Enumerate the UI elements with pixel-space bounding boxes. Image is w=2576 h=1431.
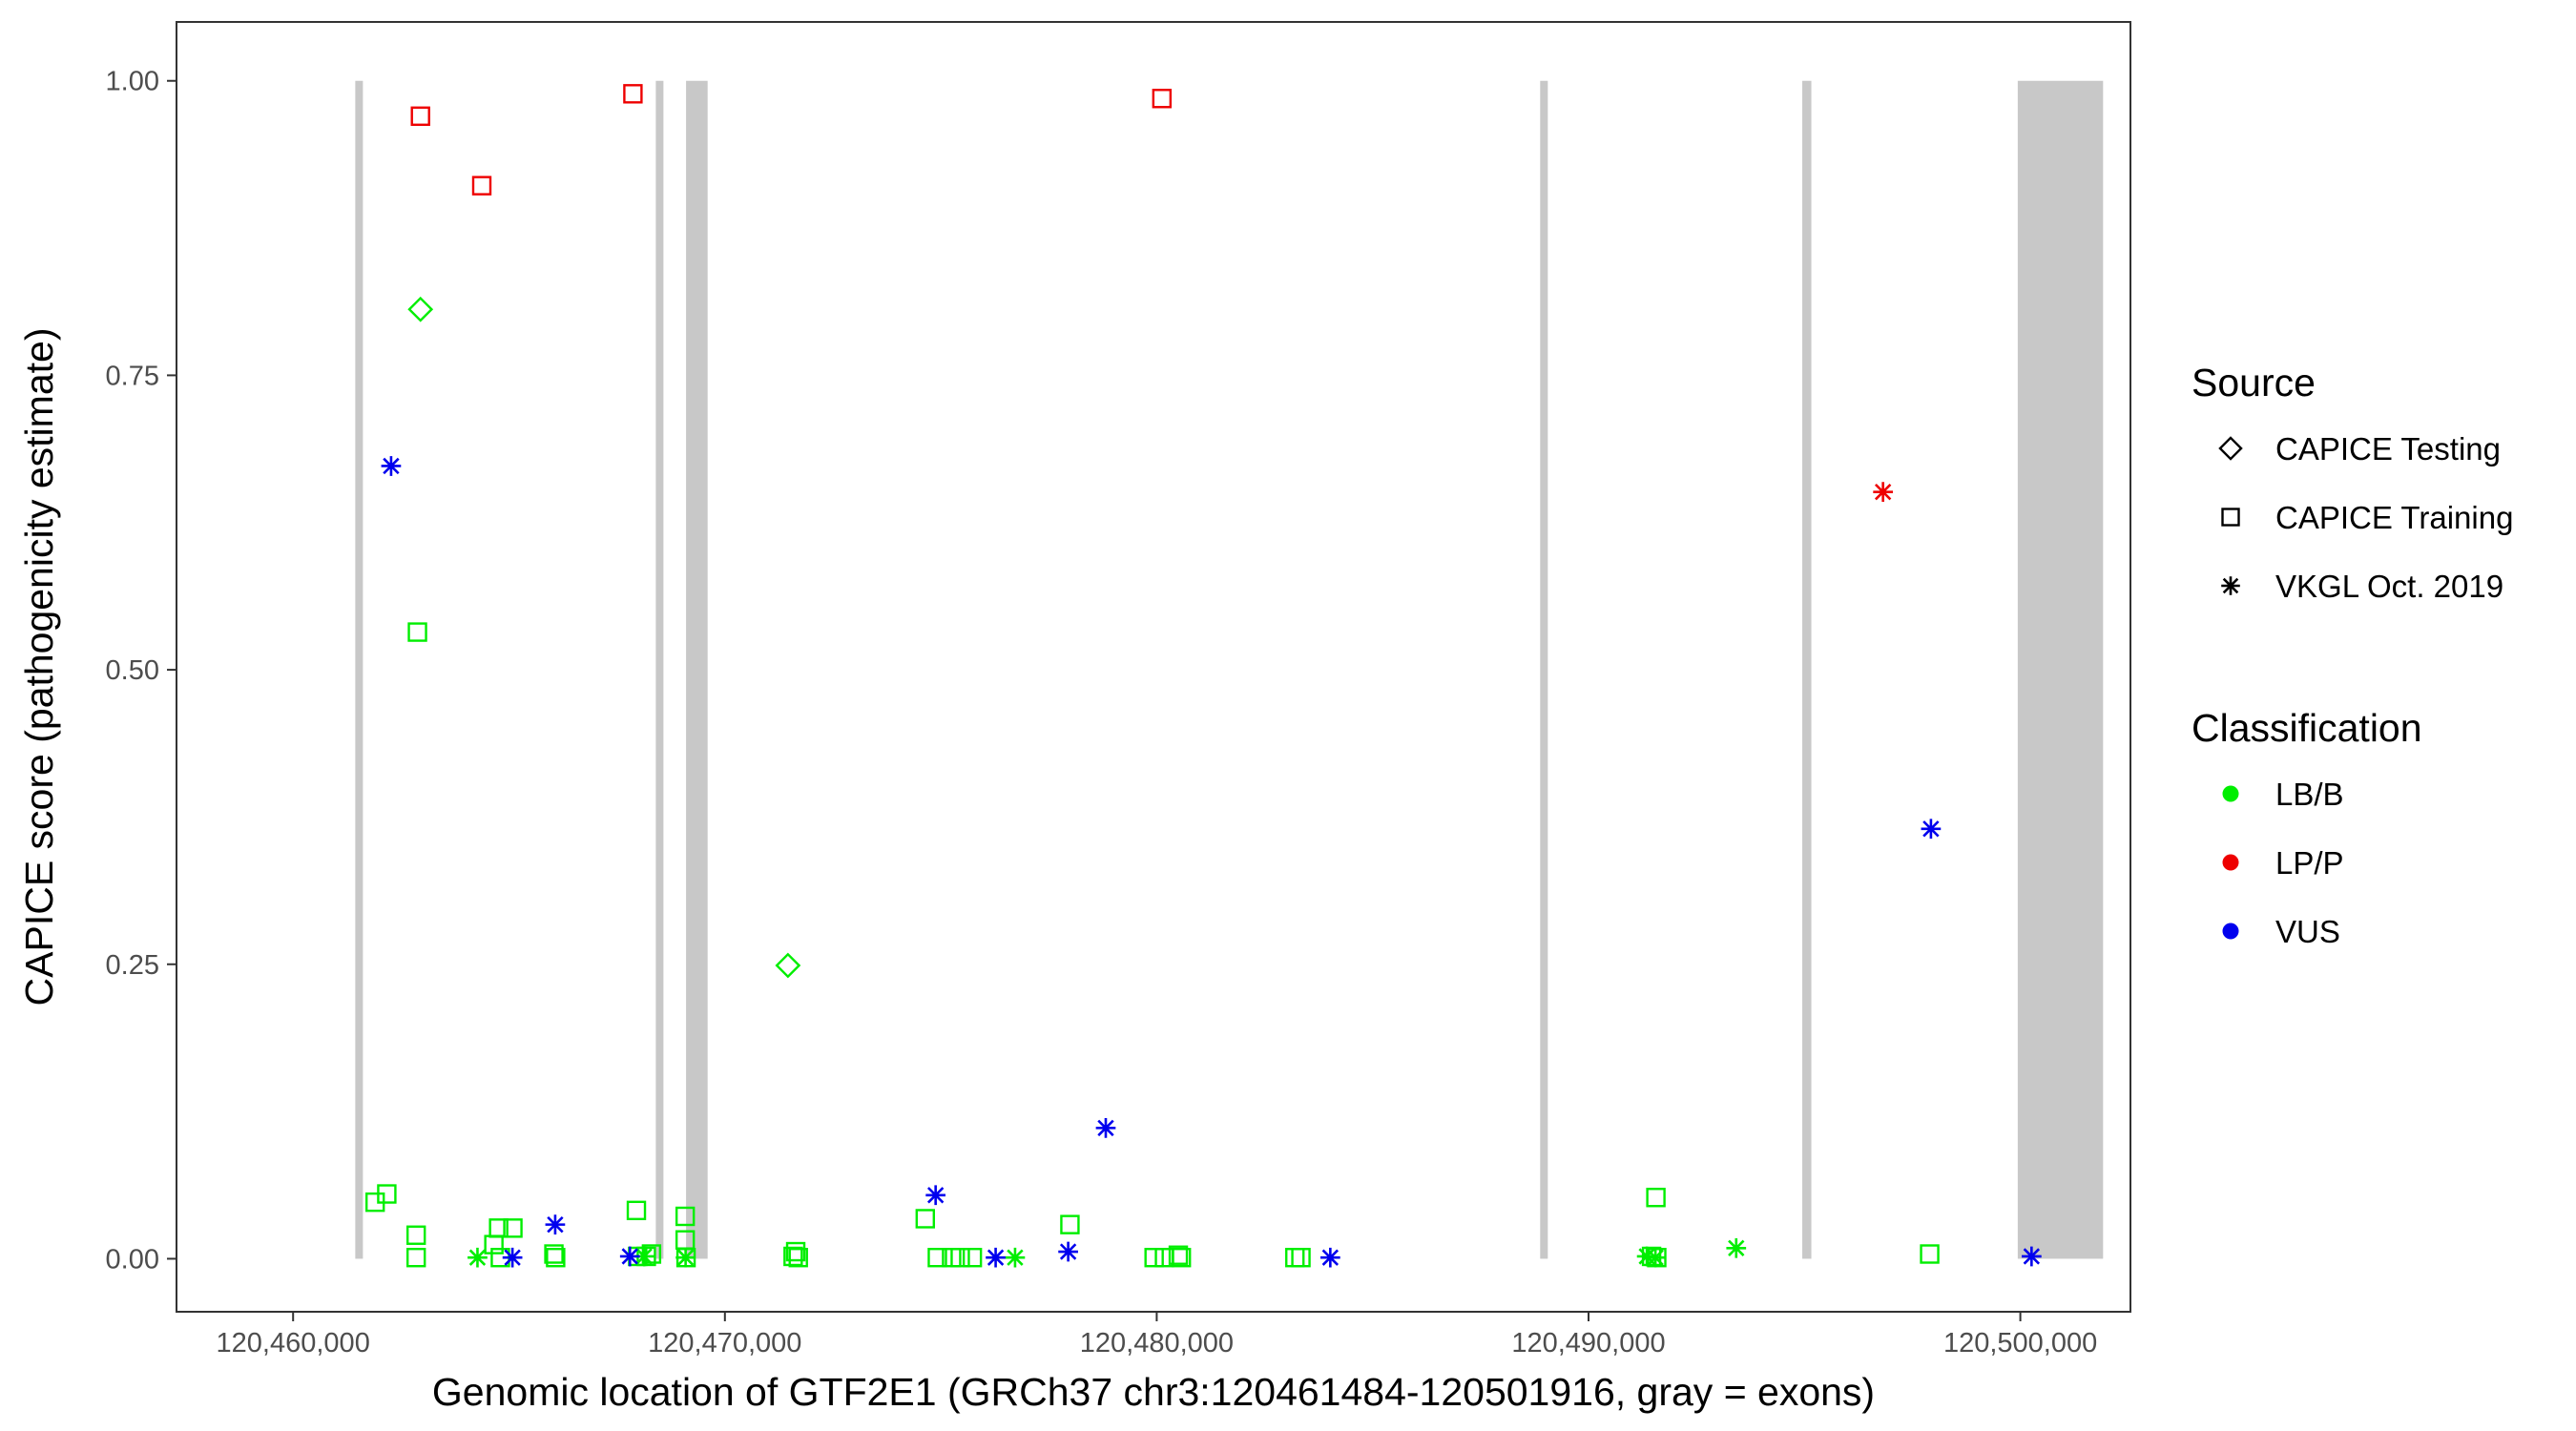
legend-classification-label: LP/P	[2275, 845, 2344, 881]
data-point	[503, 1218, 523, 1238]
data-point	[488, 1218, 509, 1238]
data-point	[1291, 1248, 1311, 1268]
y-tick-label: 1.00	[106, 67, 159, 97]
data-point	[1171, 1248, 1192, 1268]
exon-band	[655, 80, 664, 1259]
data-point	[634, 1246, 654, 1267]
data-point	[1152, 89, 1173, 109]
data-point	[962, 1248, 983, 1268]
y-tick-label: 0.50	[106, 655, 159, 686]
data-point	[471, 176, 492, 196]
legend-classification-key	[2222, 785, 2239, 802]
legend-classification-items: LB/B LP/P VUS	[2222, 777, 2344, 949]
data-point	[1144, 1248, 1164, 1268]
data-point	[1921, 819, 1942, 840]
legend-source-key	[2218, 436, 2243, 461]
plot-panel-border	[176, 21, 2131, 1313]
y-axis: 0.00 0.25 0.50 0.75 1.00	[106, 67, 177, 1275]
data-point	[1005, 1247, 1026, 1268]
data-point	[783, 1246, 803, 1267]
data-point	[986, 1247, 1006, 1268]
x-axis-title: Genomic location of GTF2E1 (GRCh37 chr3:…	[432, 1370, 1875, 1414]
data-point	[2022, 1246, 2042, 1267]
y-axis-title: CAPICE score (pathogenicity estimate)	[17, 328, 61, 1006]
legend-classification-key	[2222, 923, 2239, 940]
x-tick-label: 120,460,000	[217, 1328, 370, 1358]
data-point	[675, 1206, 696, 1227]
exon-bands	[355, 80, 2104, 1259]
legend-source-title: Source	[2192, 361, 2316, 404]
data-point	[626, 1200, 647, 1221]
data-point	[619, 1246, 640, 1267]
exon-band	[1540, 80, 1548, 1259]
exon-band	[1802, 80, 1812, 1259]
data-point	[1060, 1214, 1080, 1234]
data-point	[1726, 1237, 1747, 1258]
legend-classification-label: VUS	[2275, 914, 2340, 949]
data-point	[545, 1214, 566, 1234]
x-tick-label: 120,490,000	[1511, 1328, 1665, 1358]
data-point	[407, 296, 434, 322]
y-tick-label: 0.00	[106, 1244, 159, 1275]
data-point	[1319, 1247, 1340, 1268]
data-point	[405, 1248, 426, 1268]
data-point	[1873, 482, 1894, 502]
legend-classification-key	[2222, 854, 2239, 871]
y-tick-label: 0.25	[106, 950, 159, 981]
data-point	[785, 1241, 806, 1262]
x-tick-label: 120,470,000	[648, 1328, 801, 1358]
data-point	[502, 1247, 523, 1268]
data-point	[546, 1248, 566, 1268]
data-point	[775, 952, 801, 979]
data-point	[377, 1184, 397, 1204]
data-point	[1095, 1118, 1116, 1138]
legend-source-key	[2221, 508, 2240, 527]
data-point	[544, 1244, 564, 1264]
legend: Source Classification CAPICE TestingCAPI…	[2192, 361, 2513, 949]
x-tick-label: 120,480,000	[1080, 1328, 1234, 1358]
data-point	[410, 106, 430, 126]
data-point	[1058, 1241, 1078, 1262]
data-point	[1920, 1244, 1940, 1264]
data-point	[405, 1225, 426, 1245]
legend-source-label: CAPICE Training	[2275, 500, 2513, 535]
exon-band	[686, 80, 708, 1259]
data-point	[950, 1248, 970, 1268]
data-point	[675, 1247, 696, 1268]
x-axis: 120,460,000 120,470,000 120,480,000 120,490…	[217, 1312, 2097, 1358]
data-point	[1168, 1245, 1189, 1265]
data-point	[925, 1185, 946, 1206]
y-tick-label: 0.75	[106, 361, 159, 391]
data-point	[381, 456, 402, 476]
legend-source-label: VKGL Oct. 2019	[2275, 569, 2503, 604]
data-point	[623, 84, 643, 104]
data-point	[927, 1248, 947, 1268]
data-point	[407, 622, 427, 642]
data-point	[1645, 1247, 1666, 1268]
data-points	[364, 84, 2042, 1268]
legend-source-items: CAPICE Testing CAPICE Training VKGL Oct. 2…	[2218, 431, 2513, 604]
legend-classification-label: LB/B	[2275, 777, 2344, 812]
legend-source-label: CAPICE Testing	[2275, 431, 2501, 467]
legend-classification-title: Classification	[2192, 706, 2422, 750]
data-point	[788, 1248, 808, 1268]
data-point	[915, 1209, 936, 1229]
legend-source-key	[2221, 576, 2240, 595]
data-point	[467, 1247, 488, 1268]
exon-band	[2017, 80, 2104, 1259]
exon-band	[355, 80, 364, 1259]
data-point	[1646, 1188, 1666, 1208]
x-tick-label: 120,500,000	[1943, 1328, 2097, 1358]
